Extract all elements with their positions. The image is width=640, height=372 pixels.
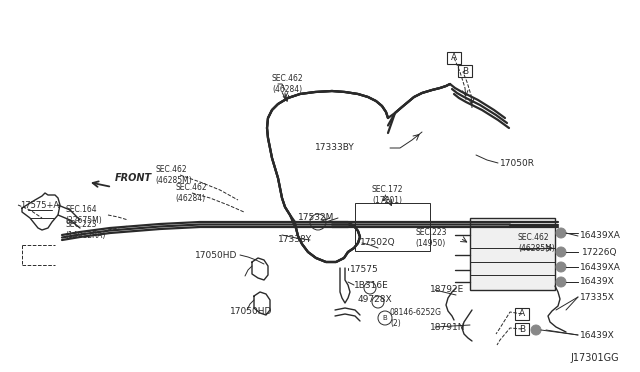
Text: 08146-6252G
(2): 08146-6252G (2) (390, 308, 442, 328)
Circle shape (531, 325, 541, 335)
Text: FRONT: FRONT (115, 173, 152, 183)
Text: B: B (383, 315, 387, 321)
Text: 16439X: 16439X (580, 278, 615, 286)
Text: SEC.223
(14950): SEC.223 (14950) (415, 228, 447, 248)
Text: 49728X: 49728X (358, 295, 392, 305)
Text: A: A (519, 310, 525, 318)
Bar (470, 218, 555, 290)
Bar (458, 65, 472, 77)
Text: 17050R: 17050R (500, 158, 535, 167)
Text: 16439X: 16439X (580, 330, 615, 340)
Text: 17050HD: 17050HD (195, 250, 237, 260)
Text: SEC.223
(14912RA): SEC.223 (14912RA) (65, 220, 106, 240)
Text: 17338Y: 17338Y (278, 235, 312, 244)
Text: 17226Q: 17226Q (582, 247, 618, 257)
Text: SEC.462
(46285M): SEC.462 (46285M) (155, 165, 192, 185)
Text: SEC.172
(17201): SEC.172 (17201) (372, 185, 403, 205)
Text: SEC.164
(22675M): SEC.164 (22675M) (65, 205, 102, 225)
Circle shape (556, 247, 566, 257)
Text: B: B (519, 324, 525, 334)
Text: 16439XA: 16439XA (580, 263, 621, 272)
Text: 16439XA: 16439XA (580, 231, 621, 241)
Bar (355, 203, 430, 251)
Bar (515, 308, 529, 320)
Text: 17575+A: 17575+A (20, 201, 59, 209)
Circle shape (556, 277, 566, 287)
Bar (447, 52, 461, 64)
Text: A: A (451, 54, 457, 62)
Bar (515, 323, 529, 335)
Text: 1B316E: 1B316E (354, 280, 388, 289)
Text: SEC.462
(46284): SEC.462 (46284) (175, 183, 207, 203)
Text: 17333BY: 17333BY (316, 144, 355, 153)
Text: B: B (462, 67, 468, 76)
Text: J17301GG: J17301GG (570, 353, 619, 363)
Text: 17502Q: 17502Q (360, 238, 396, 247)
Circle shape (556, 262, 566, 272)
Text: SEC.462
(46284): SEC.462 (46284) (272, 74, 303, 94)
Text: 17050HD: 17050HD (230, 308, 273, 317)
Text: 18791N: 18791N (430, 323, 465, 331)
Text: 17335X: 17335X (580, 292, 615, 301)
Circle shape (556, 228, 566, 238)
Text: 17575: 17575 (350, 266, 379, 275)
Text: 18792E: 18792E (430, 285, 464, 295)
Text: SEC.462
(46285M): SEC.462 (46285M) (518, 233, 555, 253)
Text: 17532M: 17532M (298, 214, 334, 222)
